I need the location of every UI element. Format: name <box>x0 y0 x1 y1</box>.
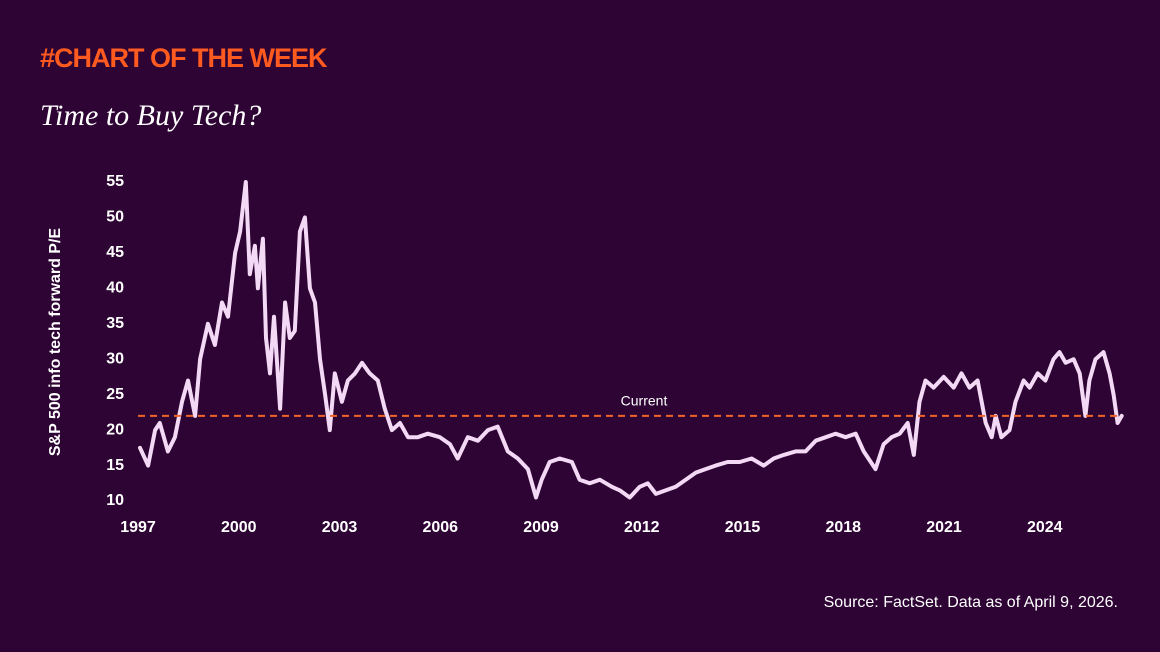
data-line <box>138 180 1124 500</box>
x-tick-label: 2006 <box>422 519 458 536</box>
y-tick-label: 40 <box>106 280 124 297</box>
y-tick-label: 20 <box>106 421 124 438</box>
x-tick-label: 2012 <box>624 519 660 536</box>
y-tick-label: 30 <box>106 350 124 367</box>
source-note: Source: FactSet. Data as of April 9, 202… <box>824 594 1118 611</box>
reference-label: Current <box>621 393 668 409</box>
y-tick-label: 55 <box>106 173 124 190</box>
x-tick-label: 2018 <box>825 519 861 536</box>
y-tick-label: 35 <box>106 315 124 332</box>
x-tick-label: 2021 <box>926 519 962 536</box>
chart-title: Time to Buy Tech? <box>40 99 261 132</box>
kicker: #CHART OF THE WEEK <box>40 43 328 73</box>
x-tick-label: 2024 <box>1027 519 1063 536</box>
y-tick-label: 15 <box>106 457 124 474</box>
x-tick-label: 1997 <box>120 519 156 536</box>
y-tick-label: 10 <box>106 492 124 509</box>
y-tick-label: 25 <box>106 386 124 403</box>
x-tick-label: 2015 <box>725 519 761 536</box>
y-tick-label: 50 <box>106 209 124 226</box>
y-tick-label: 45 <box>106 244 124 261</box>
x-tick-label: 2000 <box>221 519 257 536</box>
x-tick-label: 2003 <box>322 519 358 536</box>
x-tick-label: 2009 <box>523 519 559 536</box>
y-axis-label: S&P 500 info tech forward P/E <box>47 228 64 457</box>
